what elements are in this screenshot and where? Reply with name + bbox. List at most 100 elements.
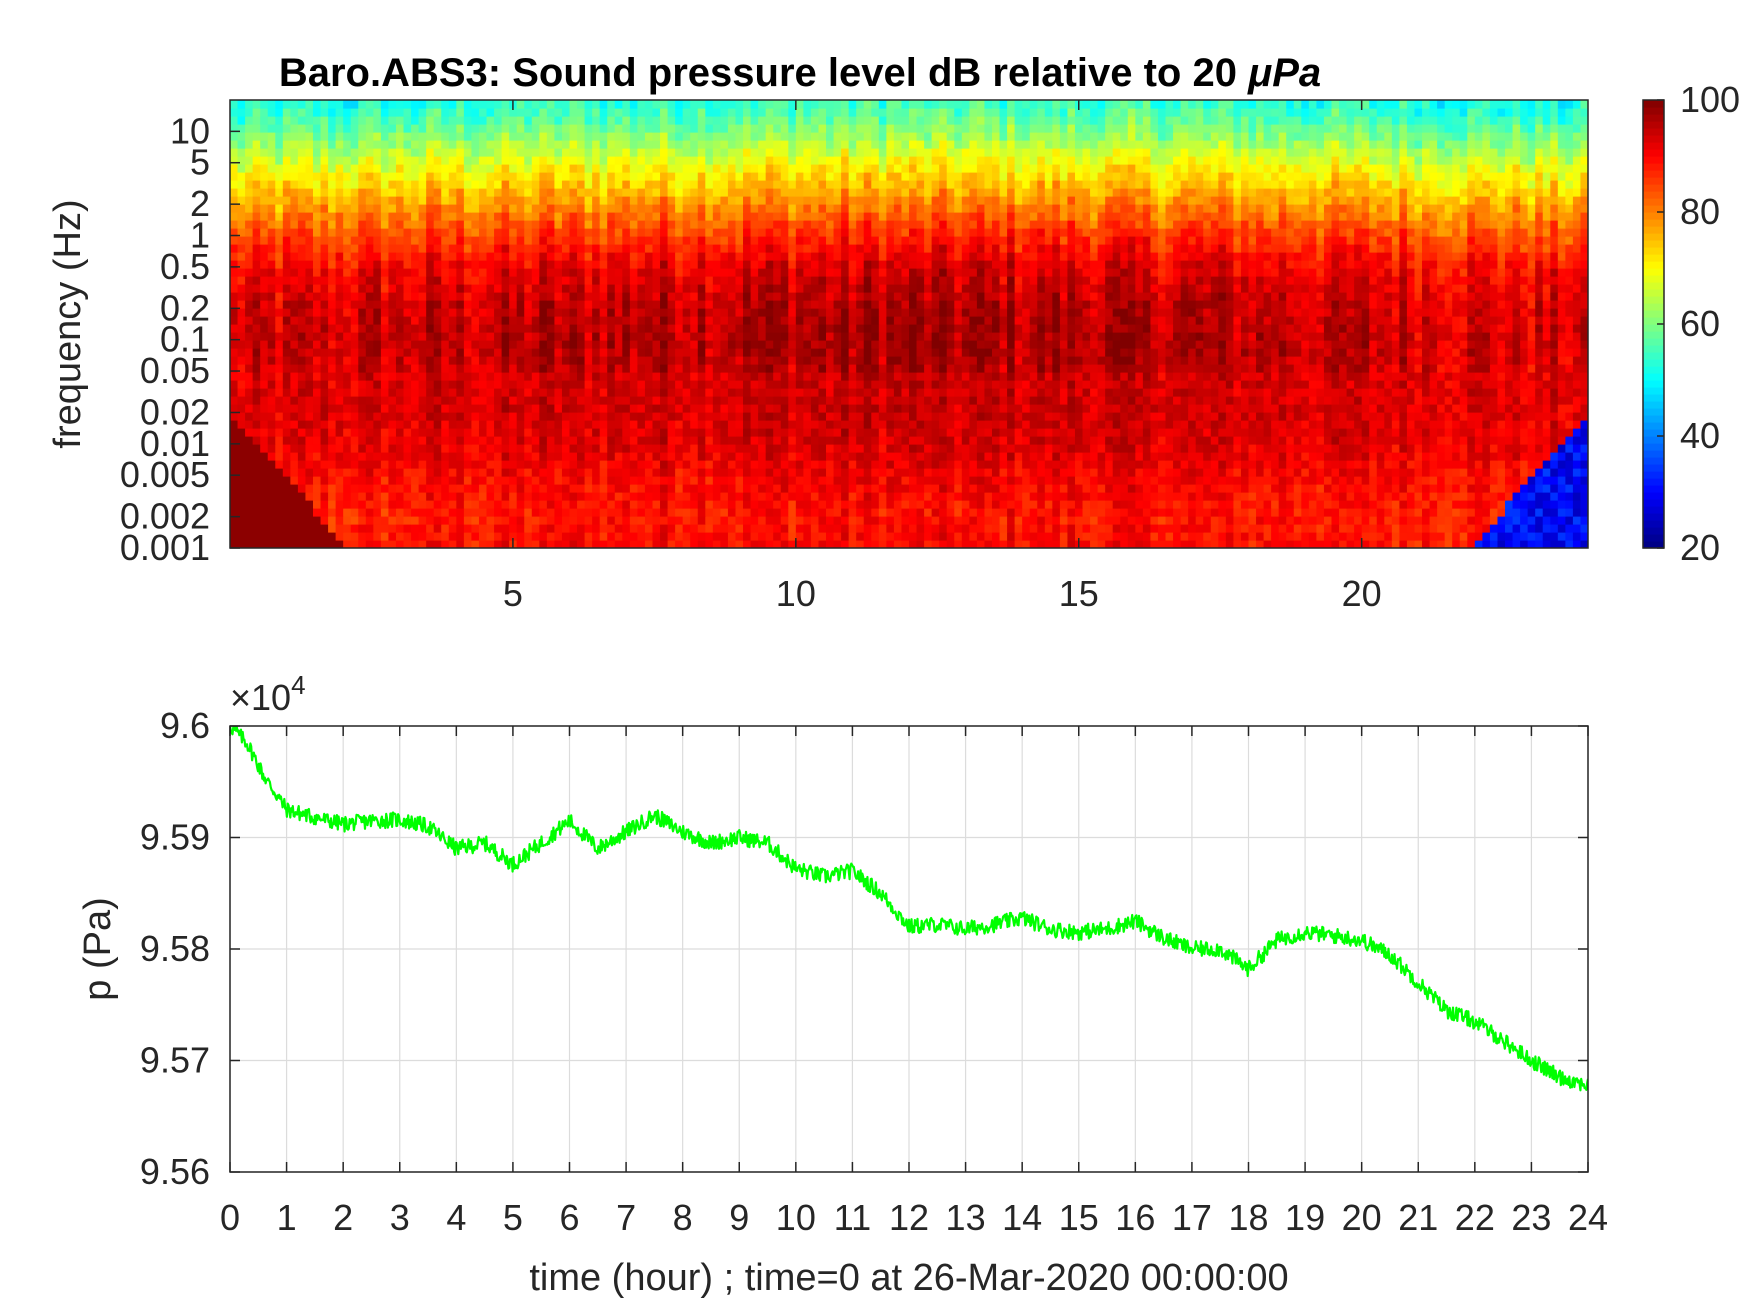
spectrogram-cell [577,356,585,365]
spectrogram-cell [1052,324,1060,333]
spectrogram-cell [1135,324,1143,333]
spectrogram-cell [456,372,464,381]
spectrogram-cell [796,444,804,453]
spectrogram-cell [464,492,472,501]
spectrogram-cell [1301,364,1309,373]
spectrogram-cell [796,324,804,333]
spectrogram-cell [343,420,351,429]
spectrogram-cell [1497,420,1505,429]
spectrogram-cell [1565,348,1573,357]
spectrogram-cell [230,476,238,485]
spectrogram-cell [351,420,359,429]
spectrogram-cell [954,404,962,413]
spectrogram-cell [373,428,381,437]
spectrogram-cell [1128,348,1136,357]
spectrogram-cell [894,388,902,397]
spectrogram-cell [788,348,796,357]
spectrogram-cell [607,380,615,389]
spectrogram-cell [939,396,947,405]
spectrogram-cell [1377,404,1385,413]
spectrogram-cell [1339,428,1347,437]
spectrogram-cell [321,508,329,517]
spectrogram-cell [1128,380,1136,389]
spectrogram-cell [803,332,811,341]
spectrogram-cell [1482,532,1490,541]
spectrogram-cell [1430,444,1438,453]
spectrogram-cell [886,508,894,517]
spectrogram-cell [1573,532,1581,541]
spectrogram-cell [290,468,298,477]
spectrogram-cell [894,364,902,373]
spectrogram-cell [690,396,698,405]
spectrogram-cell [781,332,789,341]
spectrogram-cell [901,476,909,485]
spectrogram-cell [1437,388,1445,397]
spectrogram-cell [841,460,849,469]
spectrogram-cell [675,428,683,437]
spectrogram-cell [1166,476,1174,485]
spectrogram-cell [781,324,789,333]
spectrogram-cell [1543,340,1551,349]
spectrogram-cell [917,332,925,341]
spectrogram-cell [1505,420,1513,429]
spectrogram-cell [803,532,811,541]
spectrogram-cell [260,380,268,389]
spectrogram-cell [1399,412,1407,421]
spectrogram-cell [373,356,381,365]
spectrogram-cell [1301,356,1309,365]
spectrogram-cell [426,364,434,373]
spectrogram-cell [554,332,562,341]
spectrogram-cell [1565,332,1573,341]
spectrogram-cell [509,396,517,405]
spectrogram-cell [1414,388,1422,397]
spectrogram-cell [954,516,962,525]
spectrogram-cell [1414,460,1422,469]
spectrogram-cell [1181,412,1189,421]
spectrogram-cell [947,492,955,501]
spectrogram-cell [826,364,834,373]
spectrogram-cell [570,380,578,389]
spectrogram-cell [1294,388,1302,397]
spectrogram-cell [1098,324,1106,333]
spectrogram-cell [1286,332,1294,341]
spectrogram-cell [1294,444,1302,453]
spectrogram-cell [1430,364,1438,373]
spectrogram-cell [1060,516,1068,525]
spectrogram-cell [396,420,404,429]
spectrogram-cell [230,396,238,405]
spectrogram-cell [1347,388,1355,397]
spectrogram-cell [1452,516,1460,525]
spectrogram-cell [622,388,630,397]
spectrogram-cell [532,492,540,501]
spectrogram-cell [705,500,713,509]
spectrogram-cell [1384,524,1392,533]
spectrogram-cell [1128,476,1136,485]
spectrogram-cell [607,340,615,349]
spectrogram-cell [275,324,283,333]
spectrogram-cell [1083,508,1091,517]
spectrogram-cell [645,492,653,501]
spectrogram-cell [471,404,479,413]
spectrogram-cell [524,452,532,461]
spectrogram-cell [328,388,336,397]
spectrogram-cell [268,492,276,501]
spectrogram-cell [396,500,404,509]
spectrogram-cell [1045,428,1053,437]
spectrogram-cell [1354,476,1362,485]
spectrogram-cell [1166,380,1174,389]
spectrogram-cell [1196,436,1204,445]
spectrogram-cell [1301,532,1309,541]
spectrogram-cell [1188,436,1196,445]
spectrogram-cell [743,476,751,485]
spectrogram-cell [283,492,291,501]
spectrogram-cell [449,484,457,493]
spectrogram-cell [1218,396,1226,405]
spectrogram-cell [562,324,570,333]
spectrogram-cell [1196,404,1204,413]
spectrogram-cell [1331,484,1339,493]
spectrogram-cell [645,372,653,381]
spectrogram-cell [373,460,381,469]
spectrogram-cell [637,468,645,477]
spectrogram-cell [1218,356,1226,365]
spectrogram-cell [645,532,653,541]
